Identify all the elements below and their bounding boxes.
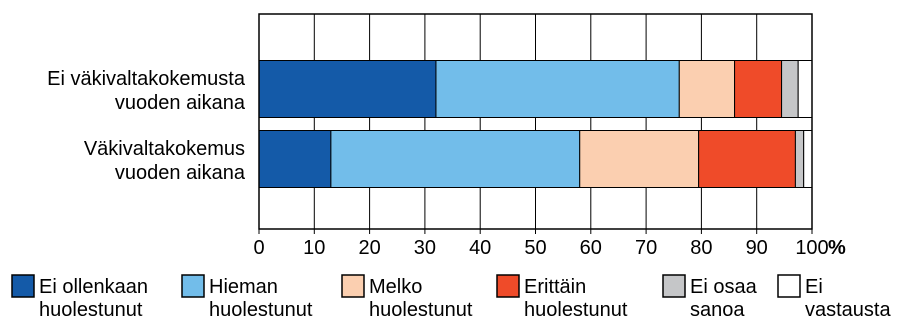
- x-tick-label-60: 60: [580, 237, 602, 259]
- bar-segment-cat1-series2: [579, 130, 700, 188]
- legend-label-4: Ei osaa sanoa: [690, 276, 758, 321]
- legend-label-1: Hieman huolestunut: [209, 276, 313, 321]
- bar-segment-cat0-series1: [435, 60, 680, 118]
- bar-segment-cat1-series0: [258, 130, 332, 188]
- bar-segment-cat1-series5: [803, 130, 813, 188]
- bar-segment-cat1-series3: [698, 130, 796, 188]
- bar-segment-cat1-series1: [330, 130, 581, 188]
- x-tick-label-100: 100: [795, 237, 828, 259]
- bar-segment-cat0-series5: [797, 60, 813, 118]
- bar-segment-cat0-series3: [734, 60, 783, 118]
- x-tick-label-80: 80: [690, 237, 712, 259]
- x-tick-label-20: 20: [358, 237, 380, 259]
- x-tick-label-90: 90: [746, 237, 768, 259]
- category-label-1: Väkivaltakokemus vuoden aikana: [84, 138, 246, 184]
- legend-swatch-0: [11, 274, 35, 298]
- x-tick-label-0: 0: [253, 237, 264, 259]
- legend-swatch-1: [181, 274, 205, 298]
- legend-swatch-2: [341, 274, 365, 298]
- x-axis-unit: %: [828, 237, 846, 259]
- legend-swatch-4: [662, 274, 686, 298]
- x-tick-label-30: 30: [414, 237, 436, 259]
- bar-segment-cat0-series2: [678, 60, 736, 118]
- category-label-0: Ei väkivaltakokemusta vuoden aikana: [47, 68, 246, 114]
- legend-swatch-3: [496, 274, 520, 298]
- bar-segment-cat0-series4: [781, 60, 799, 118]
- x-tick-label-70: 70: [635, 237, 657, 259]
- legend-label-0: Ei ollenkaan huolestunut: [39, 276, 148, 321]
- bar-segment-cat1-series4: [794, 130, 805, 188]
- x-tick-label-40: 40: [469, 237, 491, 259]
- legend-label-2: Melko huolestunut: [369, 276, 473, 321]
- legend-label-3: Erittäin huolestunut: [524, 276, 628, 321]
- legend-swatch-5: [777, 274, 801, 298]
- x-tick-label-10: 10: [303, 237, 325, 259]
- legend-label-5: Ei vastausta: [805, 276, 891, 321]
- x-tick-label-50: 50: [524, 237, 546, 259]
- bar-segment-cat0-series0: [258, 60, 437, 118]
